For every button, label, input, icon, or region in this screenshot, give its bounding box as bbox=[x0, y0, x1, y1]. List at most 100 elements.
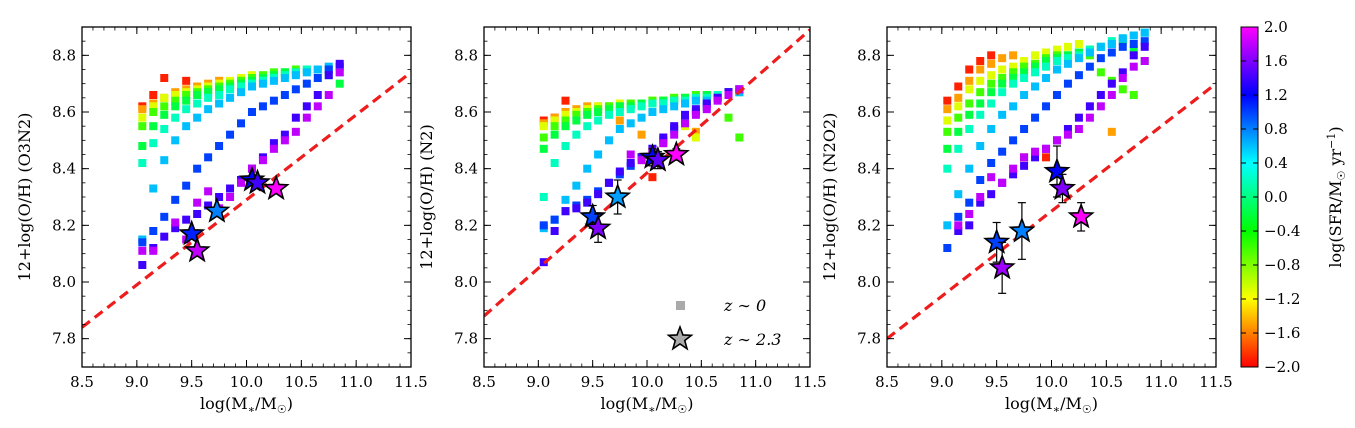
x-axis-label: log(M∗/M☉) bbox=[200, 394, 293, 416]
x-tick-label: 8.5 bbox=[472, 373, 496, 391]
local-bin-marker bbox=[1140, 57, 1149, 65]
local-bin-marker bbox=[1009, 170, 1018, 179]
local-bin-marker bbox=[335, 59, 344, 68]
local-bin-marker bbox=[1063, 130, 1072, 139]
local-bin-marker bbox=[724, 113, 733, 122]
colorbar-tick-label: 1.2 bbox=[1264, 86, 1288, 104]
local-bin-marker bbox=[1020, 74, 1029, 82]
local-bin-marker bbox=[604, 105, 613, 114]
local-bin-marker bbox=[998, 79, 1007, 88]
x-tick-label: 10.5 bbox=[1090, 373, 1123, 391]
local-bin-marker bbox=[713, 96, 722, 105]
local-bin-marker bbox=[1074, 40, 1083, 48]
local-bin-marker bbox=[626, 159, 635, 167]
local-bin-marker bbox=[138, 142, 147, 150]
highz-star-marker bbox=[584, 213, 612, 240]
local-bin-marker bbox=[1031, 113, 1040, 122]
local-bin-marker bbox=[561, 110, 570, 119]
local-bin-marker bbox=[204, 187, 213, 196]
local-bin-marker bbox=[583, 122, 592, 131]
legend-highz-marker bbox=[666, 324, 694, 351]
highz-star-marker bbox=[1043, 157, 1071, 184]
legend-local-label: z ∼ 0 bbox=[723, 296, 766, 315]
local-bin-marker bbox=[1096, 91, 1105, 99]
local-bin-marker bbox=[724, 91, 733, 99]
local-bin-marker bbox=[615, 125, 624, 133]
colorbar-tick-label: −1.2 bbox=[1264, 290, 1300, 308]
local-bin-marker bbox=[1031, 68, 1040, 77]
local-bin-marker bbox=[550, 122, 559, 131]
local-bin-marker bbox=[681, 99, 690, 108]
local-bin-marker bbox=[138, 246, 147, 255]
local-bin-marker bbox=[987, 125, 996, 133]
local-bin-marker bbox=[648, 173, 657, 182]
local-bin-marker bbox=[1140, 28, 1149, 37]
local-bin-marker bbox=[258, 156, 267, 165]
local-bin-marker bbox=[1085, 113, 1094, 122]
local-bin-marker bbox=[539, 221, 548, 230]
x-tick-label: 9.5 bbox=[581, 373, 605, 391]
colorbar-tick-label: 0.8 bbox=[1264, 120, 1288, 138]
local-bin-marker bbox=[954, 127, 963, 136]
local-bin-marker bbox=[193, 113, 202, 122]
highz-star-marker bbox=[178, 219, 206, 246]
local-bin-marker bbox=[138, 238, 147, 247]
highz-star-marker bbox=[983, 228, 1011, 254]
local-bin-marker bbox=[1096, 42, 1105, 51]
colorbar-tick-label: −1.6 bbox=[1264, 324, 1300, 342]
local-bin-marker bbox=[1074, 113, 1083, 122]
local-bin-marker bbox=[987, 59, 996, 68]
local-bin-marker bbox=[670, 96, 679, 105]
legend: z ∼ 0 z ∼ 2.3 bbox=[666, 296, 781, 351]
local-bin-marker bbox=[539, 144, 548, 153]
local-bin-marker bbox=[160, 212, 169, 221]
local-bin-marker bbox=[637, 130, 646, 139]
local-bin-marker bbox=[943, 244, 952, 252]
local-bin-marker bbox=[1140, 37, 1149, 46]
local-bin-marker bbox=[149, 108, 158, 116]
axes-frame bbox=[81, 26, 412, 368]
local-bin-marker bbox=[149, 246, 158, 255]
local-bin-marker bbox=[258, 79, 267, 88]
local-bin-marker bbox=[670, 122, 679, 131]
local-bin-marker bbox=[1042, 102, 1051, 111]
local-bin-marker bbox=[561, 142, 570, 150]
local-bin-marker bbox=[648, 108, 657, 116]
local-bin-marker bbox=[735, 133, 744, 142]
local-bin-marker bbox=[1042, 74, 1051, 82]
local-bin-marker bbox=[954, 212, 963, 221]
y-tick-label: 7.8 bbox=[857, 330, 881, 348]
local-bin-marker bbox=[204, 105, 213, 114]
local-bin-marker bbox=[1052, 136, 1061, 145]
local-bin-marker bbox=[702, 105, 711, 114]
local-bin-marker bbox=[215, 85, 224, 94]
x-tick-label: 8.5 bbox=[875, 373, 899, 391]
local-bin-marker bbox=[324, 65, 333, 74]
highz-star-marker bbox=[604, 182, 632, 209]
local-bin-marker bbox=[160, 156, 169, 165]
local-bin-marker bbox=[1020, 161, 1029, 170]
local-bin-marker bbox=[550, 130, 559, 139]
local-bin-marker bbox=[1031, 51, 1040, 60]
local-bin-marker bbox=[954, 144, 963, 153]
plot-area bbox=[484, 28, 810, 318]
highz-star-marker bbox=[243, 168, 272, 195]
local-bin-marker bbox=[998, 178, 1007, 187]
local-bin-marker bbox=[943, 221, 952, 230]
local-bin-marker bbox=[943, 144, 952, 153]
local-bin-marker bbox=[1009, 164, 1018, 173]
local-bin-marker bbox=[313, 74, 322, 82]
local-bin-marker bbox=[659, 133, 668, 142]
x-tick-label: 10.5 bbox=[285, 373, 318, 391]
local-bin-marker bbox=[561, 195, 570, 204]
local-bin-marker bbox=[1129, 62, 1138, 71]
local-bin-marker bbox=[204, 88, 213, 97]
local-bin-marker bbox=[987, 79, 996, 88]
local-bin-marker bbox=[691, 105, 700, 114]
local-bin-marker bbox=[572, 181, 581, 190]
local-bin-marker bbox=[1085, 62, 1094, 71]
local-bin-marker bbox=[1020, 62, 1029, 71]
local-bin-marker bbox=[943, 116, 952, 125]
local-bin-marker bbox=[594, 108, 603, 116]
fit-line bbox=[887, 82, 1216, 340]
